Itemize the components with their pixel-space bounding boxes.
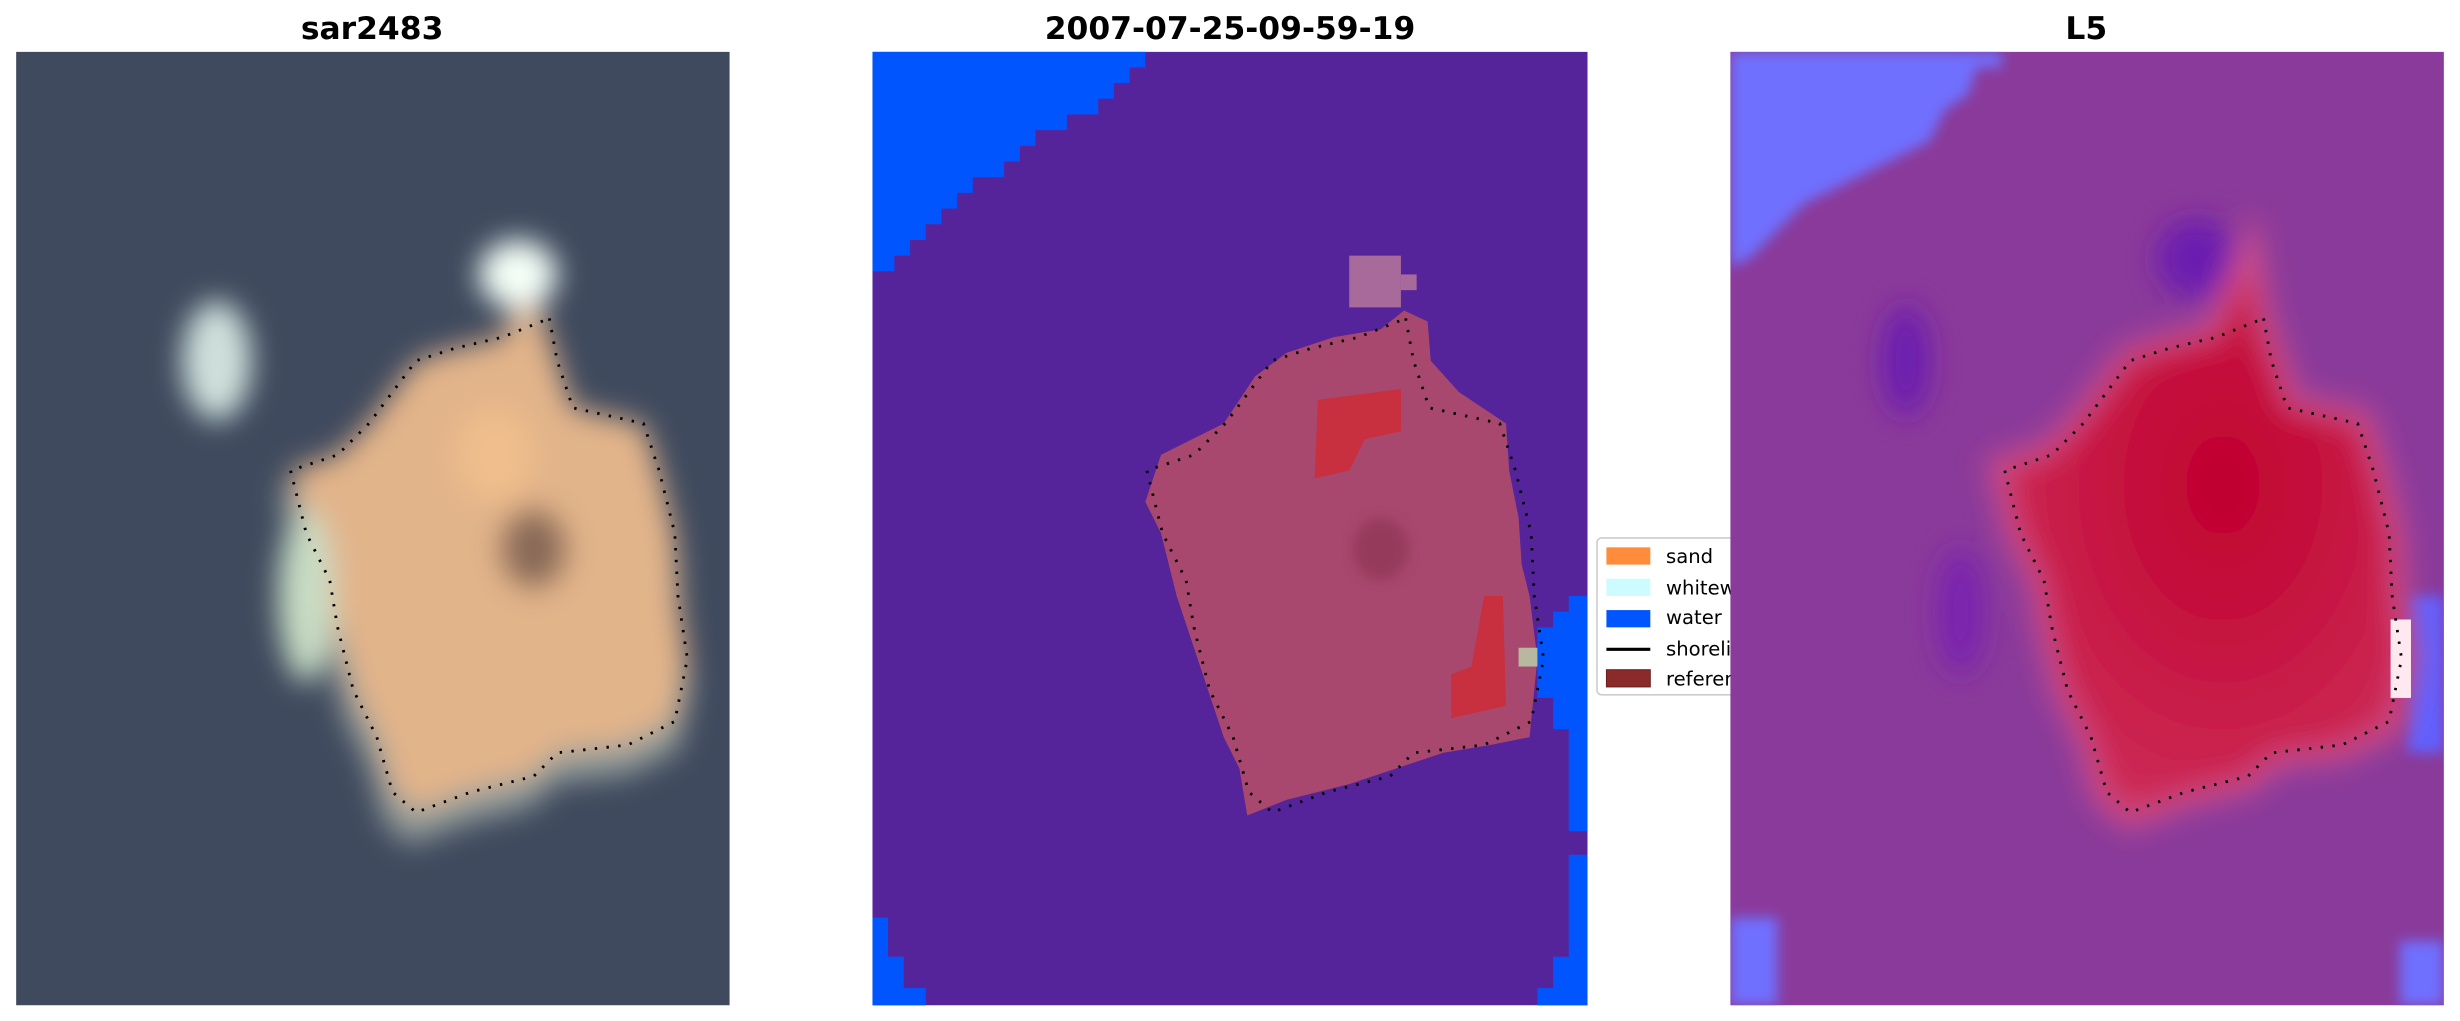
legend-item-sand: sand [1606,545,1713,568]
legend-item-water: water [1606,606,1723,629]
probability-panel [1730,51,2444,1006]
rgb-image-panel [16,51,730,1006]
classified-panel [872,51,1588,1006]
svg-text:sand: sand [1666,545,1713,568]
panel-title-classified: 2007-07-25-09-59-19 [1045,11,1416,47]
svg-text:water: water [1666,606,1723,629]
panel-title-rgb: sar2483 [301,11,444,47]
panel-title-probability: L5 [2065,11,2107,47]
